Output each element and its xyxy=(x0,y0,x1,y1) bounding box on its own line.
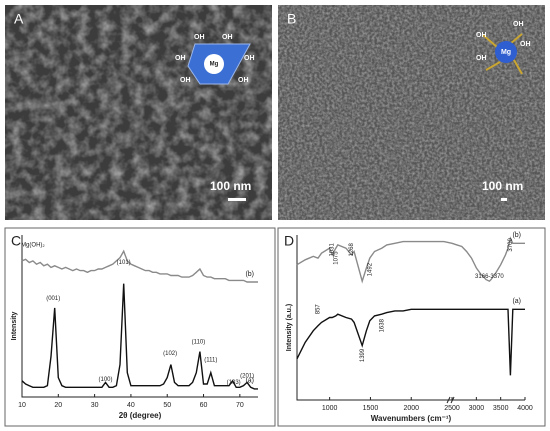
series-label: (b) xyxy=(245,271,254,278)
annotation: (100) xyxy=(98,377,112,383)
panel-b: B Mg OH OH OH OH 100 nm xyxy=(278,5,545,220)
x-tick-label: 2500 xyxy=(444,405,460,412)
oh-label: OH xyxy=(238,77,249,84)
x-tick-label: 50 xyxy=(163,402,171,409)
panel-a: A Mg OH OH OH OH OH OH 100 nm xyxy=(5,5,272,220)
annotation: 1268 xyxy=(349,243,355,257)
inset-center xyxy=(204,54,224,74)
scale-bar xyxy=(228,198,246,201)
annotation: (103) xyxy=(227,380,241,386)
annotation: 1075 xyxy=(333,251,339,265)
y-axis-label: Intensity (a.u.) xyxy=(286,304,293,351)
series-label: (b) xyxy=(512,232,521,239)
x-tick-label: 3000 xyxy=(469,405,485,412)
sem-texture xyxy=(278,5,545,220)
x-tick-label: 1500 xyxy=(363,405,379,412)
oh-label: OH xyxy=(175,55,186,62)
oh-label: OH xyxy=(222,34,233,41)
x-tick-label: 2000 xyxy=(403,405,419,412)
x-tick-label: 70 xyxy=(236,402,244,409)
scale-label: 100 nm xyxy=(210,179,251,193)
oh-label: OH xyxy=(476,55,487,62)
annotation: 1638 xyxy=(379,318,385,332)
panel-label: A xyxy=(14,11,24,27)
series-line xyxy=(21,249,258,283)
x-tick-label: 30 xyxy=(91,402,99,409)
inset-chain xyxy=(482,33,523,75)
inset-center-label: Mg xyxy=(501,49,511,56)
scale-bar xyxy=(501,198,507,201)
scale-label: 100 nm xyxy=(482,179,523,193)
x-tick-label: 60 xyxy=(200,402,208,409)
panel-label: D xyxy=(284,233,294,249)
panel-label: B xyxy=(287,11,296,27)
annotation: Mg(OH)₂ xyxy=(21,242,45,248)
oh-label: OH xyxy=(513,21,524,28)
x-axis-label: 2θ (degree) xyxy=(119,411,162,420)
annotation: 1031 xyxy=(330,243,336,257)
oh-label: OH xyxy=(520,41,531,48)
oh-label: OH xyxy=(194,34,205,41)
annotation: (201) xyxy=(240,374,254,380)
x-tick-label: 20 xyxy=(54,402,62,409)
series-label: (a) xyxy=(512,298,521,305)
y-axis-label: Intensity xyxy=(11,312,18,341)
series-line xyxy=(21,283,258,390)
panel-d-frame xyxy=(277,227,546,427)
annotation: 1399 xyxy=(360,348,366,362)
panel-label: C xyxy=(11,233,21,249)
sem-texture xyxy=(5,5,272,220)
annotation: (101) xyxy=(117,260,131,266)
annotation: 857 xyxy=(316,304,322,315)
x-tick-label: 4000 xyxy=(517,405,533,412)
axis-break xyxy=(446,396,455,404)
series-line xyxy=(296,236,525,284)
x-tick-label: 3500 xyxy=(493,405,509,412)
annotation: (102) xyxy=(163,351,177,357)
annotation: 1492 xyxy=(367,262,373,276)
annotation: 3166-3370 xyxy=(475,274,504,280)
oh-label: OH xyxy=(244,55,255,62)
annotation: (110) xyxy=(192,339,206,345)
x-tick-label: 40 xyxy=(127,402,135,409)
oh-label: OH xyxy=(476,32,487,39)
oh-label: OH xyxy=(180,77,191,84)
x-tick-label: 10 xyxy=(18,402,26,409)
x-tick-label: 1000 xyxy=(322,405,338,412)
annotation: (001) xyxy=(46,296,60,302)
annotation: (111) xyxy=(204,357,217,363)
inset-center-label: Mg xyxy=(210,62,219,68)
x-axis-label: Wavenumbers (cm⁻¹) xyxy=(371,414,452,423)
series-line xyxy=(296,308,525,376)
inset-center xyxy=(495,41,517,63)
series-label: (a) xyxy=(245,378,254,385)
annotation: 3700 xyxy=(508,238,514,252)
panel-c-frame xyxy=(4,227,276,427)
